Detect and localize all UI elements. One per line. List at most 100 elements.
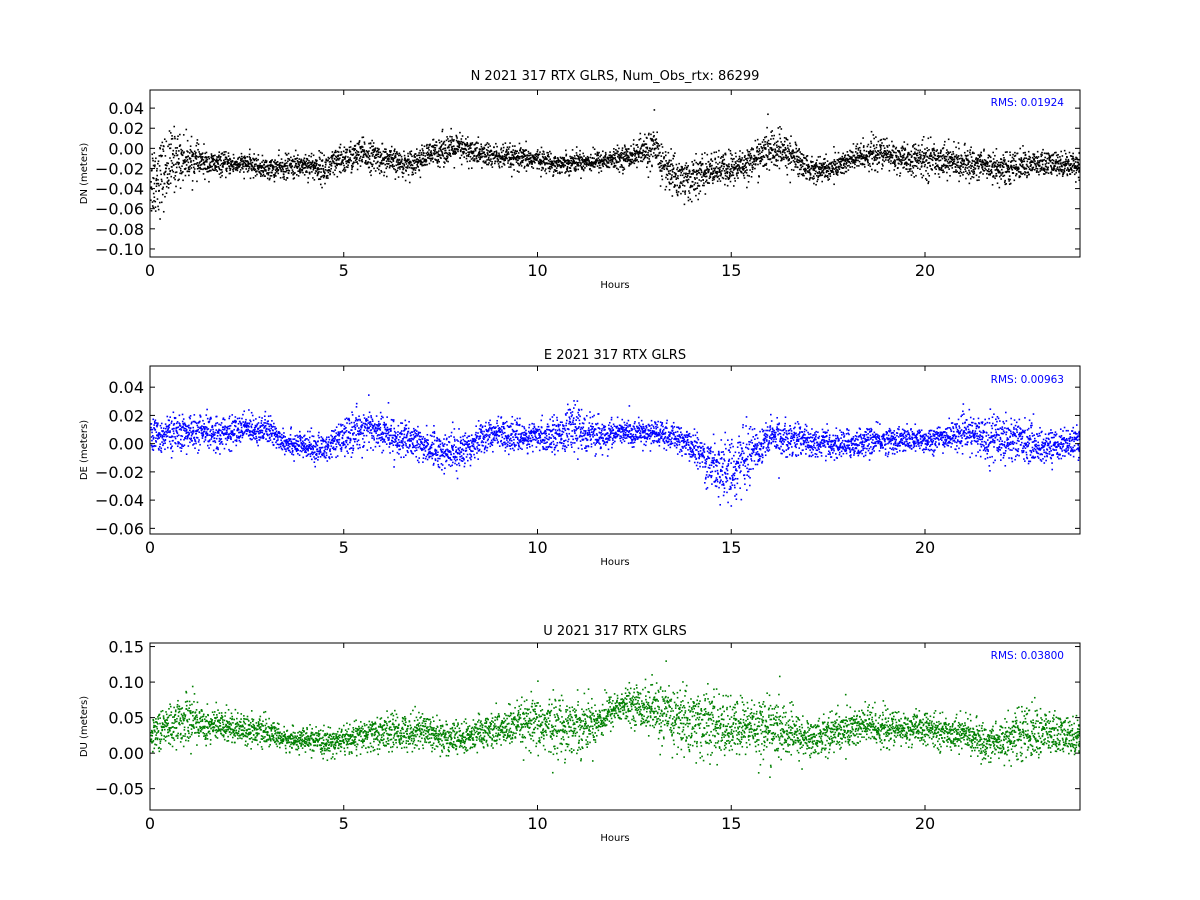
panel-north-data-point xyxy=(1033,153,1036,156)
panel-north-data-point xyxy=(582,169,585,172)
panel-north-data-point xyxy=(556,165,559,168)
panel-north-data-point xyxy=(907,163,910,166)
panel-north-data-point xyxy=(938,159,940,162)
panel-north-data-point xyxy=(651,138,653,140)
panel-north-data-point xyxy=(486,152,489,155)
panel-north-data-point xyxy=(223,151,226,153)
panel-north-data-point xyxy=(218,173,221,175)
panel-north-data-point xyxy=(856,152,859,154)
panel-north-data-point xyxy=(371,163,374,166)
panel-north-data-point xyxy=(959,168,962,171)
panel-north-data-point xyxy=(497,163,500,165)
panel-north-data-point xyxy=(756,149,758,152)
panel-north-data-point xyxy=(244,162,247,165)
panel-north-data-point xyxy=(539,160,542,163)
panel-north-data-point xyxy=(888,150,890,153)
panel-north-data-point xyxy=(440,157,442,160)
panel-north-data-point xyxy=(988,173,990,176)
panel-north-data-point xyxy=(381,162,384,165)
panel-north-data-point xyxy=(820,167,823,169)
panel-north-data-point xyxy=(943,144,946,146)
panel-north-data-point xyxy=(658,163,660,165)
panel-north-data-point xyxy=(253,163,256,166)
panel-north-data-point xyxy=(241,163,244,165)
panel-north-data-point xyxy=(337,154,340,157)
panel-north-data-point xyxy=(670,182,673,185)
panel-north-data-point xyxy=(577,163,580,166)
panel-north-data-point xyxy=(565,153,568,156)
panel-north-data-point xyxy=(421,148,424,150)
panel-north-data-point xyxy=(623,144,626,147)
panel-north-data-point xyxy=(252,168,255,171)
panel-north-data-point xyxy=(913,147,916,150)
panel-north-data-point xyxy=(862,157,865,160)
panel-north-data-point xyxy=(161,188,164,190)
panel-north-data-point xyxy=(772,137,775,140)
panel-north-data-point xyxy=(685,162,688,164)
panel-north-data-point xyxy=(984,159,987,162)
panel-north-data-point xyxy=(978,165,980,168)
panel-north-data-point xyxy=(646,147,649,150)
panel-north-data-point xyxy=(233,157,235,159)
panel-north-data-point xyxy=(955,171,958,173)
panel-north-data-point xyxy=(239,169,242,171)
panel-north-data-point xyxy=(635,150,637,153)
panel-north-data-point xyxy=(156,170,158,172)
panel-north-data-point xyxy=(183,161,186,164)
panel-north-data-point xyxy=(700,169,703,172)
panel-north-data-point xyxy=(274,169,277,171)
panel-north-data-point xyxy=(375,156,377,159)
panel-north-data-point xyxy=(229,157,231,160)
panel-north-data-point xyxy=(537,154,540,157)
panel-north-data-point xyxy=(708,177,711,180)
panel-north-data-point xyxy=(803,163,806,165)
panel-north-data-point xyxy=(602,165,605,168)
panel-north-data-point xyxy=(150,181,152,183)
panel-north-data-point xyxy=(418,169,421,172)
panel-north-data-point xyxy=(758,175,760,178)
panel-north-data-point xyxy=(578,161,580,164)
panel-north-data-point xyxy=(684,167,686,169)
panel-north-data-point xyxy=(410,167,412,169)
panel-north-data-point xyxy=(1013,164,1015,167)
panel-north-data-point xyxy=(240,157,242,160)
panel-north-data-point xyxy=(583,155,585,157)
panel-north-data-point xyxy=(284,171,287,173)
panel-north-data-point xyxy=(206,170,209,173)
panel-north-data-point xyxy=(690,184,692,187)
panel-north-data-point xyxy=(711,164,713,167)
panel-north-data-point xyxy=(883,152,886,155)
panel-north-data-point xyxy=(596,151,599,154)
panel-north-data-point xyxy=(710,152,713,155)
panel-north-data-point xyxy=(422,157,424,160)
panel-north-data-point xyxy=(894,164,897,167)
panel-north-data-point xyxy=(261,154,264,157)
panel-north-data-point xyxy=(217,156,219,159)
panel-north-data-point xyxy=(320,168,323,170)
panel-north-data-point xyxy=(554,157,557,159)
panel-north-data-point xyxy=(899,152,901,154)
panel-north-data-point xyxy=(239,162,241,164)
panel-north-data-point xyxy=(791,156,794,159)
panel-north-data-point xyxy=(1031,169,1033,172)
panel-north-data-point xyxy=(218,151,221,153)
panel-north-data-point xyxy=(1031,167,1034,169)
panel-north-data-point xyxy=(491,166,494,168)
panel-north-data-point xyxy=(614,164,617,167)
panel-north-data-point xyxy=(499,157,502,160)
panel-north-data-point xyxy=(401,166,404,168)
panel-north-data-point xyxy=(386,153,388,155)
panel-north-data-point xyxy=(216,170,219,172)
panel-north-data-point xyxy=(617,150,619,153)
panel-north-data-point xyxy=(170,138,173,140)
panel-north-data-point xyxy=(207,165,209,168)
panel-north-data-point xyxy=(964,154,967,157)
panel-north-data-point xyxy=(809,174,812,176)
panel-north-data-point xyxy=(763,156,766,158)
panel-north-data-point xyxy=(455,152,457,154)
panel-north-data-point xyxy=(488,162,490,164)
panel-north-data-point xyxy=(807,163,810,166)
panel-north-data-point xyxy=(317,164,320,166)
panel-north-data-point xyxy=(349,150,352,153)
panel-north-data-point xyxy=(814,166,817,169)
